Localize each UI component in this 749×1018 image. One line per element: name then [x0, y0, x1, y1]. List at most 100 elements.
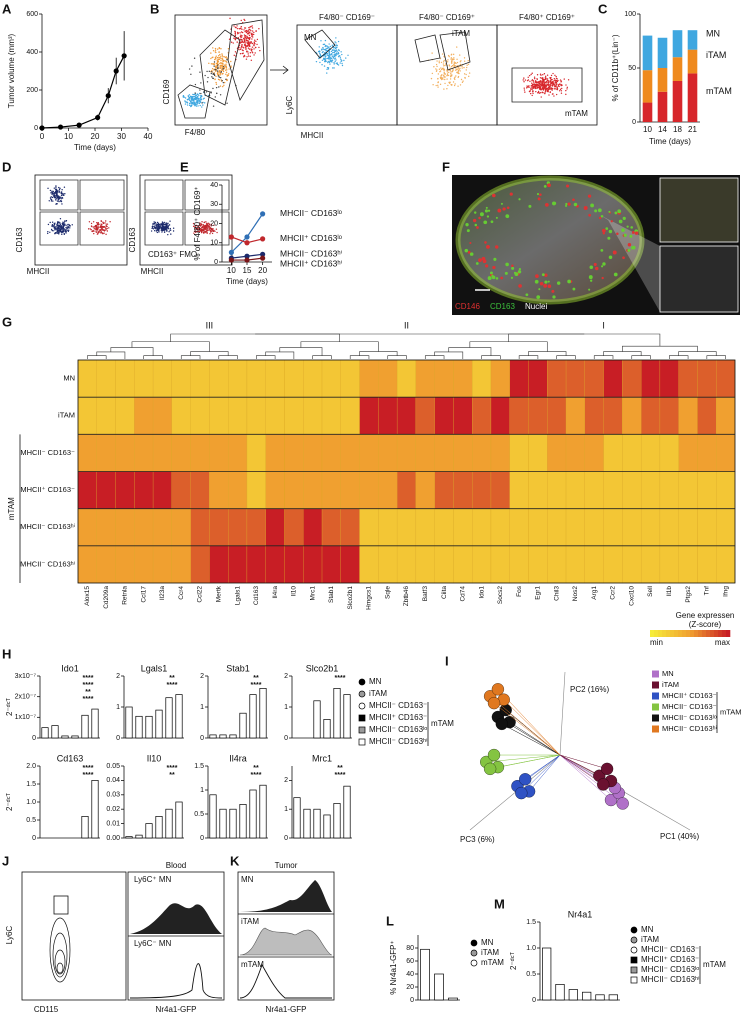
dendrogram — [279, 347, 323, 356]
bar — [61, 735, 69, 739]
legend-swatch — [652, 670, 659, 678]
event-dot — [200, 82, 202, 84]
event-dot — [253, 39, 256, 41]
event-dot — [248, 34, 251, 37]
panel-letter: B — [150, 1, 159, 16]
event-dot — [104, 227, 107, 229]
bar — [219, 808, 227, 839]
stain-dot — [545, 202, 549, 207]
event-dot — [158, 230, 160, 232]
bar-segment — [687, 73, 698, 122]
legend-swatch — [652, 703, 659, 711]
stain-dot — [538, 288, 541, 291]
stain-dot — [631, 231, 635, 234]
stain-dot — [505, 214, 510, 219]
event-dot — [334, 41, 336, 43]
event-dot — [214, 66, 217, 68]
event-dot — [450, 83, 452, 86]
event-dot — [459, 63, 462, 66]
event-dot — [249, 45, 251, 47]
stain-dot — [495, 245, 499, 249]
stain-dot — [492, 193, 496, 198]
event-dot — [463, 57, 466, 59]
event-dot — [251, 52, 254, 54]
legend-marker — [358, 738, 366, 746]
event-dot — [210, 63, 213, 65]
legend-subtitle: (Z-score) — [689, 620, 722, 629]
event-dot — [67, 224, 69, 226]
colorbar-step — [662, 630, 667, 637]
heatmap-cell — [321, 359, 341, 398]
heatmap-cell — [678, 359, 698, 398]
gate-title: F4/80⁺ CD169⁺ — [519, 13, 575, 22]
event-dot — [335, 47, 338, 49]
event-dot — [164, 225, 166, 228]
event-dot — [243, 54, 246, 57]
bar-segment — [672, 80, 683, 122]
bar — [229, 808, 237, 839]
event-dot — [339, 62, 341, 64]
stain-dot — [543, 184, 547, 188]
event-dot — [337, 52, 340, 54]
stain-dot — [588, 213, 591, 217]
column-label: Ccl22 — [197, 586, 204, 603]
event-dot — [463, 60, 466, 62]
event-dot — [64, 228, 66, 230]
event-dot — [538, 82, 540, 85]
heatmap-cell — [152, 434, 173, 472]
event-dot — [318, 57, 320, 60]
event-dot — [204, 228, 206, 231]
event-dot — [215, 69, 217, 71]
event-dot — [239, 52, 242, 55]
event-dot — [234, 33, 237, 35]
event-dot — [527, 76, 529, 79]
event-dot — [213, 61, 216, 63]
event-dot — [252, 36, 254, 38]
event-dot — [437, 77, 439, 80]
event-dot — [216, 73, 219, 76]
event-dot — [167, 225, 169, 227]
legend-marker — [358, 678, 366, 686]
event-dot — [157, 223, 160, 226]
x-tick-label: 15 — [243, 266, 252, 275]
chart-title: Stab1 — [226, 663, 250, 673]
event-dot — [437, 81, 440, 83]
stain-dot — [617, 209, 622, 214]
event-dot — [204, 74, 206, 77]
legend-marker — [630, 936, 638, 944]
heatmap-cell — [584, 359, 604, 398]
event-dot — [254, 52, 256, 54]
event-dot — [65, 229, 68, 231]
event-dot — [50, 198, 52, 200]
event-dot — [436, 60, 438, 62]
dendrogram — [556, 355, 576, 359]
stain-dot — [536, 192, 540, 196]
event-dot — [56, 224, 58, 226]
stain-label: Nuclei — [525, 302, 547, 311]
event-dot — [100, 229, 102, 232]
legend-label: MHCII⁻ CD163ˡᵒ — [369, 725, 427, 734]
bar — [155, 709, 163, 739]
series-label: MHCII⁻ CD163ʰⁱ — [280, 249, 343, 259]
heatmap-cell — [659, 508, 679, 546]
event-dot — [169, 220, 171, 222]
stain-dot — [608, 255, 613, 260]
event-dot — [210, 52, 212, 54]
event-dot — [459, 70, 461, 72]
heatmap-cell — [659, 434, 679, 472]
panel-letter: H — [2, 646, 11, 661]
event-dot — [199, 104, 201, 107]
event-dot — [247, 43, 250, 45]
event-dot — [203, 97, 205, 99]
significance: ** — [169, 675, 175, 682]
bar — [555, 984, 565, 1001]
heatmap-cell — [640, 434, 661, 472]
event-dot — [71, 224, 73, 226]
event-dot — [240, 47, 242, 49]
stain-dot — [491, 274, 494, 277]
event-dot — [191, 102, 194, 104]
heatmap-cell — [246, 471, 266, 509]
event-dot — [542, 77, 544, 79]
event-dot — [459, 61, 461, 63]
event-dot — [186, 101, 188, 104]
